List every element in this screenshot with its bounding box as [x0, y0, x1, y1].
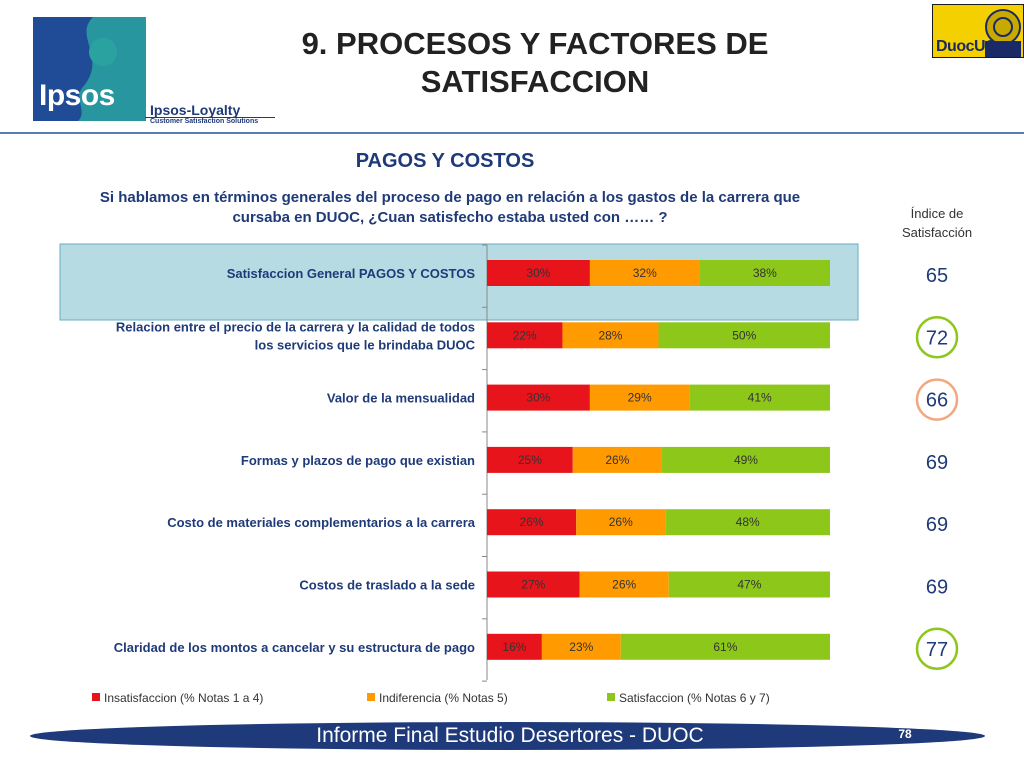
- bar-segment: [668, 571, 830, 598]
- bar-value-label: 22%: [513, 328, 537, 342]
- bar-segment: [689, 384, 830, 411]
- bar-value-label: 30%: [526, 266, 550, 280]
- bar-value-label: 16%: [502, 640, 526, 654]
- legend-swatch: [367, 693, 375, 701]
- category-label: Claridad de los montos a cancelar y su e…: [114, 640, 475, 655]
- ipsos-loyalty-divider: [145, 117, 275, 118]
- bar-value-label: 26%: [612, 578, 636, 592]
- bar-segment: [589, 384, 690, 411]
- legend-swatch: [92, 693, 100, 701]
- ipsos-logo: Ipsos: [33, 17, 146, 121]
- satisfaction-index-value: 77: [926, 639, 948, 661]
- bar-value-label: 49%: [734, 453, 758, 467]
- satisfaction-index-value: 69: [926, 577, 948, 599]
- ipsos-logo-text: Ipsos: [39, 79, 115, 112]
- satisfaction-index-value: 66: [926, 390, 948, 412]
- bar-segment: [487, 633, 542, 660]
- bar-value-label: 26%: [609, 515, 633, 529]
- legend-label: Insatisfaccion (% Notas 1 a 4): [104, 691, 263, 705]
- duoc-logo-text: DuocUC: [936, 38, 997, 55]
- page-title-line-1: 9. PROCESOS Y FACTORES DE: [301, 26, 769, 61]
- satisfaction-index-value: 69: [926, 514, 948, 536]
- bar-value-label: 26%: [605, 453, 629, 467]
- bar-value-label: 23%: [569, 640, 593, 654]
- satisfaction-index-title: Índice de Satisfacción: [885, 204, 989, 242]
- legend-label: Indiferencia (% Notas 5): [379, 691, 508, 705]
- category-label-line: Costos de traslado a la sede: [299, 578, 475, 593]
- bar-value-label: 26%: [520, 515, 544, 529]
- ipsos-loyalty-brand: Ipsos-Loyalty: [150, 102, 241, 118]
- bar-segment: [487, 571, 580, 598]
- duoc-uc-logo: DuocUC: [932, 4, 1024, 58]
- category-label: Satisfaccion General PAGOS Y COSTOS: [227, 266, 476, 281]
- bar-value-label: 50%: [732, 328, 756, 342]
- ipsos-loyalty-tagline: Customer Satisfaction Solutions: [150, 118, 259, 125]
- bar-value-label: 61%: [713, 640, 737, 654]
- category-label-line: Claridad de los montos a cancelar y su e…: [114, 640, 475, 655]
- category-label-line: Costo de materiales complementarios a la…: [167, 515, 476, 530]
- index-circle: [915, 378, 959, 421]
- footer-band: [30, 722, 985, 750]
- satisfaction-index-title-line-2: Satisfacción: [901, 225, 973, 240]
- bar-value-label: 32%: [633, 266, 657, 280]
- bar-segment: [487, 384, 590, 411]
- bar-value-label: 41%: [748, 391, 772, 405]
- page-title-line-2: SATISFACCION: [420, 64, 650, 99]
- footer-text: Informe Final Estudio Desertores - DUOC: [316, 724, 704, 747]
- bar-value-label: 38%: [753, 266, 777, 280]
- category-label-line: los servicios que le brindaba DUOC: [255, 337, 476, 352]
- legend-label: Satisfaccion (% Notas 6 y 7): [619, 691, 770, 705]
- header-divider: [0, 132, 1024, 134]
- category-label: Costo de materiales complementarios a la…: [167, 515, 476, 530]
- bar-segment: [661, 446, 830, 473]
- bar-segment: [487, 260, 590, 286]
- satisfaction-index-title-line-1: Índice de: [910, 206, 964, 221]
- survey-question-line-1: Si hablamos en términos generales del pr…: [99, 189, 801, 206]
- bar-segment: [487, 509, 577, 536]
- bar-value-label: 25%: [518, 453, 542, 467]
- satisfaction-index-value: 69: [926, 452, 948, 474]
- legend-swatch: [607, 693, 615, 701]
- bar-segment: [541, 633, 621, 660]
- satisfaction-index-value: 65: [926, 265, 948, 287]
- category-label-line: Formas y plazos de pago que existian: [241, 453, 475, 468]
- page-title: 9. PROCESOS Y FACTORES DE SATISFACCION: [270, 25, 800, 101]
- bar-segment: [572, 446, 662, 473]
- section-title: PAGOS Y COSTOS: [355, 150, 535, 172]
- bar-segment: [620, 633, 830, 660]
- bar-segment: [562, 322, 659, 349]
- bar-segment: [576, 509, 666, 536]
- category-label-line: Valor de la mensualidad: [327, 391, 475, 406]
- bar-value-label: 29%: [628, 391, 652, 405]
- bar-segment: [589, 260, 700, 286]
- bar-value-label: 28%: [598, 328, 622, 342]
- ipsos-logo-graphic: [78, 17, 146, 121]
- category-label: Formas y plazos de pago que existian: [241, 453, 475, 468]
- bar-value-label: 47%: [737, 578, 761, 592]
- page-number: 78: [898, 727, 912, 741]
- survey-question: Si hablamos en términos generales del pr…: [40, 188, 860, 228]
- duoc-crest-icon: [985, 9, 1021, 57]
- survey-question-line-2: cursaba en DUOC, ¿Cuan satisfecho estaba…: [232, 209, 668, 226]
- category-label-line: Satisfaccion General PAGOS Y COSTOS: [227, 266, 476, 281]
- category-label: Valor de la mensualidad: [327, 391, 475, 406]
- satisfaction-index-value: 72: [926, 327, 948, 349]
- stacked-bar-chart: Satisfaccion General PAGOS Y COSTOS 30% 32…: [59, 243, 959, 705]
- bar-segment: [487, 322, 563, 349]
- bar-segment: [658, 322, 830, 349]
- index-circle: [915, 316, 959, 359]
- bar-value-label: 30%: [526, 391, 550, 405]
- bar-value-label: 48%: [736, 515, 760, 529]
- bar-segment: [665, 509, 830, 536]
- bar-segment: [699, 260, 830, 286]
- category-label-line: Relacion entre el precio de la carrera y…: [116, 319, 475, 334]
- category-label: Relacion entre el precio de la carrera y…: [116, 319, 476, 352]
- index-circle: [915, 627, 959, 671]
- bar-segment: [487, 446, 573, 473]
- bar-value-label: 27%: [521, 578, 545, 592]
- bar-segment: [579, 571, 669, 598]
- category-label: Costos de traslado a la sede: [299, 578, 475, 593]
